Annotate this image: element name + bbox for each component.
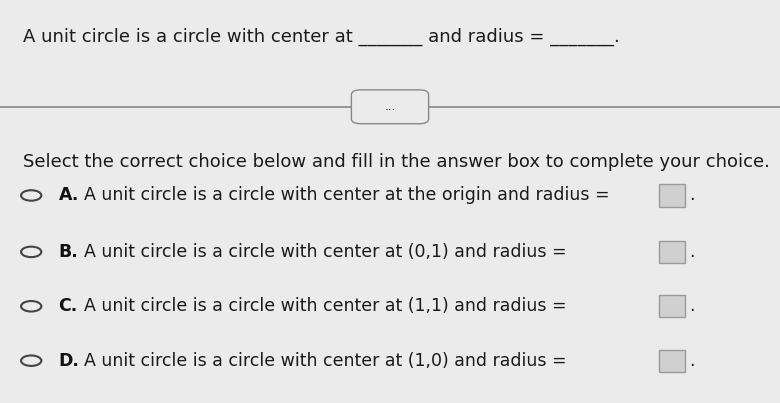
FancyBboxPatch shape: [351, 90, 429, 124]
Text: Select the correct choice below and fill in the answer box to complete your choi: Select the correct choice below and fill…: [23, 153, 771, 171]
Text: D.: D.: [58, 352, 80, 370]
FancyBboxPatch shape: [659, 295, 685, 318]
FancyBboxPatch shape: [659, 349, 685, 372]
Text: ...: ...: [385, 100, 395, 113]
Text: A.: A.: [58, 187, 79, 204]
FancyBboxPatch shape: [659, 185, 685, 206]
Text: A unit circle is a circle with center at (1,1) and radius =: A unit circle is a circle with center at…: [84, 297, 567, 315]
Text: B.: B.: [58, 243, 78, 261]
Text: .: .: [689, 187, 694, 204]
Text: A unit circle is a circle with center at _______ and radius = _______.: A unit circle is a circle with center at…: [23, 28, 620, 46]
FancyBboxPatch shape: [659, 241, 685, 263]
Text: .: .: [689, 243, 694, 261]
Text: .: .: [689, 352, 694, 370]
Text: A unit circle is a circle with center at (0,1) and radius =: A unit circle is a circle with center at…: [84, 243, 567, 261]
Text: .: .: [689, 297, 694, 315]
Text: A unit circle is a circle with center at (1,0) and radius =: A unit circle is a circle with center at…: [84, 352, 567, 370]
Text: A unit circle is a circle with center at the origin and radius =: A unit circle is a circle with center at…: [84, 187, 610, 204]
Text: C.: C.: [58, 297, 78, 315]
